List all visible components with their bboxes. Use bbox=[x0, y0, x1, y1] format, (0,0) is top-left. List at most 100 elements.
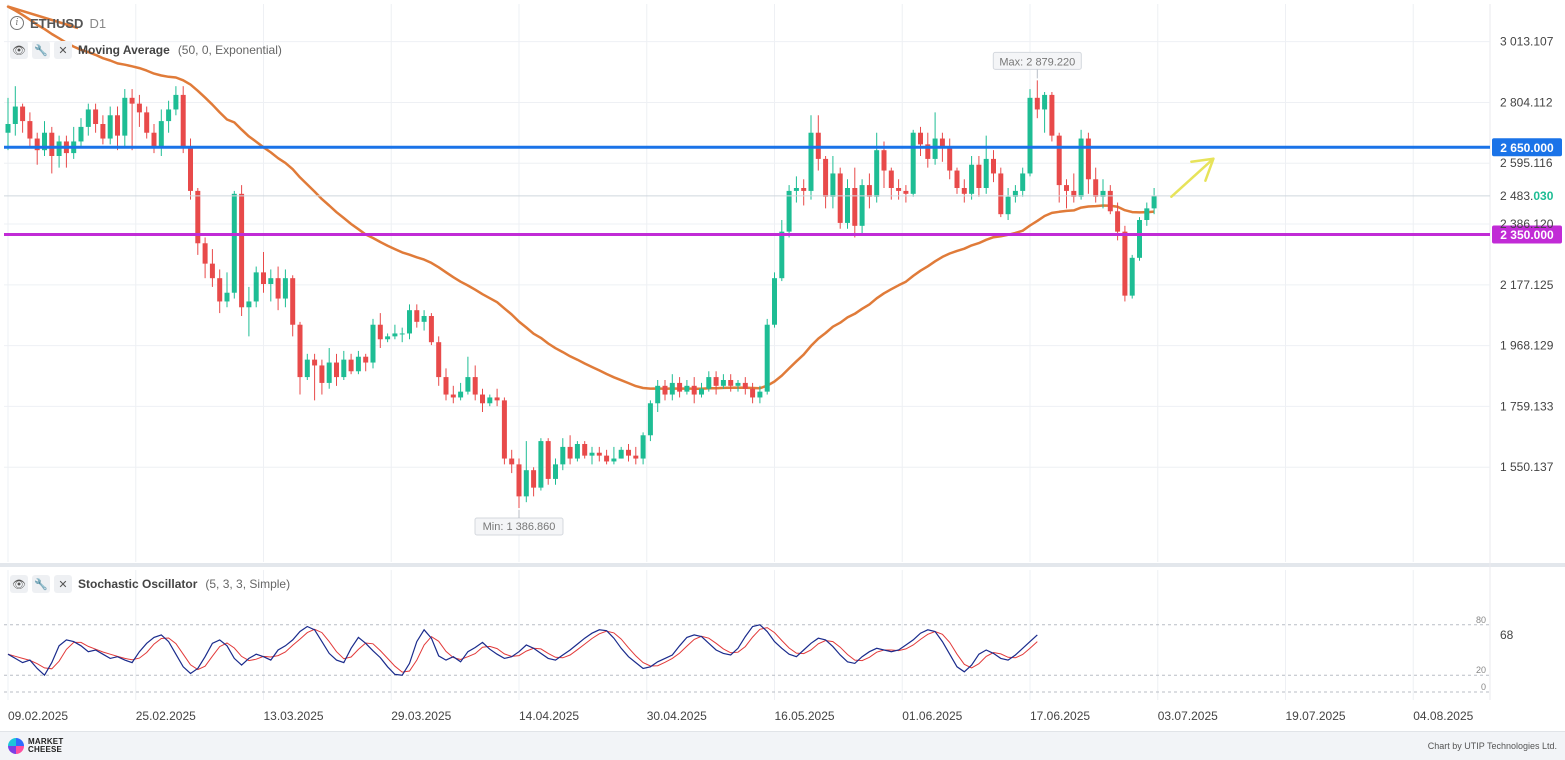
candle-body bbox=[626, 449, 631, 456]
stoch-k-line bbox=[7, 624, 1038, 677]
ma-indicator-name: Moving Average bbox=[78, 43, 170, 57]
candle-body bbox=[261, 272, 266, 284]
candle-body bbox=[735, 382, 741, 386]
x-tick-label: 14.04.2025 bbox=[519, 709, 579, 723]
forecast-arrow bbox=[1170, 157, 1215, 198]
close-icon[interactable]: ✕ bbox=[54, 41, 72, 59]
candle-body bbox=[750, 388, 756, 398]
x-tick-label: 17.06.2025 bbox=[1030, 709, 1090, 723]
candle-body bbox=[136, 103, 142, 113]
stoch-indicator-row: 👁 🔧 ✕ Stochastic Oscillator (5, 3, 3, Si… bbox=[10, 574, 290, 594]
moving-average-line bbox=[6, 5, 1155, 391]
x-tick-label: 13.03.2025 bbox=[264, 709, 324, 723]
candle-body bbox=[494, 397, 500, 401]
candle-body bbox=[1005, 196, 1011, 215]
candle-body bbox=[852, 188, 858, 226]
price-line-tag bbox=[1492, 225, 1562, 244]
horizontal-lines[interactable]: 2 650.000 2 350.000 bbox=[4, 138, 1562, 244]
candle-body bbox=[728, 380, 734, 386]
info-icon[interactable]: i bbox=[10, 16, 24, 30]
candle-body bbox=[830, 173, 836, 197]
wrench-icon[interactable]: 🔧 bbox=[32, 41, 50, 59]
y-tick-label: 2 177.125 bbox=[1500, 278, 1554, 292]
candle-body bbox=[1020, 173, 1026, 191]
candle-body bbox=[246, 301, 252, 308]
candle-body bbox=[596, 452, 602, 456]
candle-body bbox=[560, 446, 566, 465]
candle-body bbox=[998, 173, 1004, 215]
brand-logo[interactable]: MARKET CHEESE bbox=[8, 738, 63, 754]
eye-icon[interactable]: 👁 bbox=[10, 575, 28, 593]
candle-body bbox=[268, 278, 274, 284]
x-tick-label: 29.03.2025 bbox=[391, 709, 451, 723]
footer: MARKET CHEESE Chart by UTIP Technologies… bbox=[0, 731, 1565, 760]
candle-body bbox=[414, 310, 420, 322]
candle-body bbox=[399, 333, 405, 335]
price-chart[interactable]: 2 650.000 2 350.000 Max: 2 879.220 Min: 1 … bbox=[0, 0, 1565, 731]
candle-body bbox=[742, 382, 748, 389]
min-label: Min: 1 386.860 bbox=[483, 521, 556, 533]
candle-body bbox=[1042, 94, 1048, 110]
x-tick-label: 04.08.2025 bbox=[1413, 709, 1473, 723]
candle-body bbox=[961, 188, 967, 194]
candle-body bbox=[392, 333, 398, 337]
brand-line2: CHEESE bbox=[28, 745, 63, 754]
candle-body bbox=[881, 150, 887, 171]
candle-body bbox=[428, 316, 434, 343]
candle-body bbox=[764, 324, 770, 392]
candle-body bbox=[239, 193, 245, 308]
candle-body bbox=[458, 391, 464, 398]
candle-body bbox=[699, 388, 704, 395]
candle-body bbox=[845, 188, 850, 223]
candle-body bbox=[129, 97, 135, 104]
candle-body bbox=[290, 278, 296, 325]
y-tick-label: 2 804.112 bbox=[1500, 95, 1553, 109]
current-price-label: 2 483.030 bbox=[1500, 189, 1554, 203]
x-tick-label: 01.06.2025 bbox=[902, 709, 962, 723]
eye-icon[interactable]: 👁 bbox=[10, 41, 28, 59]
candle-body bbox=[677, 382, 683, 392]
candle-body bbox=[224, 292, 230, 302]
max-label-box bbox=[992, 51, 1082, 70]
candle-body bbox=[1144, 208, 1150, 220]
candle-body bbox=[27, 121, 33, 139]
candle-body bbox=[567, 446, 573, 459]
candle-body bbox=[304, 359, 310, 378]
stoch-level-label: 0 bbox=[1481, 682, 1486, 692]
stoch-level-label: 80 bbox=[1476, 615, 1486, 625]
candle-body bbox=[633, 455, 639, 459]
candle-body bbox=[531, 470, 537, 488]
x-tick-label: 03.07.2025 bbox=[1158, 709, 1218, 723]
candle-body bbox=[691, 385, 697, 395]
candle-body bbox=[793, 188, 799, 191]
y-tick-label: 1 968.129 bbox=[1500, 339, 1554, 353]
candle-body bbox=[158, 121, 164, 148]
candle-body bbox=[1122, 231, 1128, 296]
candlestick-series bbox=[5, 80, 1157, 508]
forecast-arrow-head bbox=[1190, 157, 1215, 182]
candle-body bbox=[757, 391, 763, 398]
close-icon[interactable]: ✕ bbox=[54, 575, 72, 593]
candle-body bbox=[954, 170, 960, 188]
candle-body bbox=[282, 278, 288, 299]
candle-body bbox=[501, 400, 507, 459]
chart-grid bbox=[0, 4, 1565, 700]
candle-body bbox=[545, 441, 551, 479]
symbol-label: ETHUSD bbox=[30, 15, 84, 31]
candle-body bbox=[217, 278, 223, 302]
candle-body bbox=[100, 124, 106, 139]
wrench-icon[interactable]: 🔧 bbox=[32, 575, 50, 593]
candle-body bbox=[910, 132, 916, 194]
candle-body bbox=[472, 377, 478, 395]
candle-body bbox=[939, 138, 945, 148]
candle-body bbox=[779, 231, 785, 279]
symbol-header: i ETHUSD D1 bbox=[10, 14, 106, 32]
x-tick-label: 25.02.2025 bbox=[136, 709, 196, 723]
ma-indicator-params: (50, 0, Exponential) bbox=[177, 43, 282, 57]
candle-body bbox=[553, 464, 558, 479]
candle-body bbox=[662, 385, 668, 395]
candle-body bbox=[195, 190, 201, 244]
candle-body bbox=[385, 336, 391, 340]
candle-body bbox=[334, 362, 339, 378]
candle-body bbox=[896, 188, 902, 191]
